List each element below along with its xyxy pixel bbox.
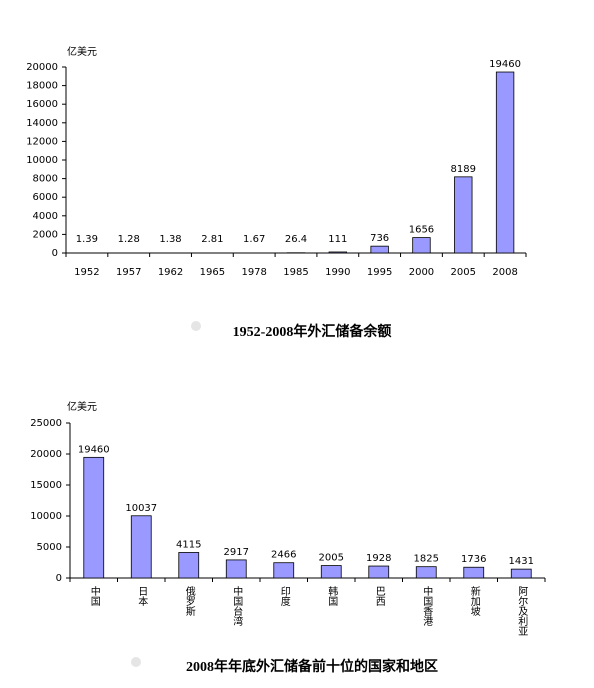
bar [83, 456, 105, 579]
bar [412, 237, 431, 254]
y-tick-label: 0 [52, 248, 58, 259]
value-label: 111 [328, 234, 347, 245]
value-label: 1825 [414, 554, 439, 565]
x-tick-label: 印度 [278, 586, 290, 607]
bar [225, 559, 247, 579]
x-tick-label: 1978 [241, 267, 266, 278]
y-tick-label: 20000 [30, 449, 62, 460]
x-tick-label: 阿尔及利亚 [516, 586, 528, 636]
x-tick-label: 1995 [367, 267, 392, 278]
y-tick-label: 10000 [26, 155, 58, 166]
x-tick-label: 2005 [451, 267, 476, 278]
x-tick-label: 2008 [492, 267, 517, 278]
value-label: 1928 [366, 553, 391, 564]
bar [463, 566, 485, 579]
x-tick-label: 1957 [116, 267, 141, 278]
x-tick-label: 日本 [136, 586, 148, 607]
value-label: 1.28 [118, 234, 140, 245]
chart-title: 1952-2008年外汇储备余额 [233, 323, 392, 340]
bar [178, 552, 200, 579]
value-label: 4115 [176, 539, 201, 550]
value-label: 1431 [509, 556, 534, 567]
bar [130, 515, 152, 579]
value-label: 1656 [409, 225, 434, 236]
value-label: 736 [370, 233, 389, 244]
y-tick-label: 16000 [26, 99, 58, 110]
bar [320, 565, 342, 579]
value-label: 10037 [125, 503, 157, 514]
y-tick-label: 4000 [33, 211, 58, 222]
value-label: 1.39 [76, 234, 98, 245]
value-label: 1.67 [243, 234, 265, 245]
x-tick-label: 新加坡 [468, 585, 480, 617]
y-tick-label: 14000 [26, 118, 58, 129]
y-tick-label: 2000 [33, 229, 58, 240]
value-label: 2.81 [201, 234, 223, 245]
value-label: 2917 [224, 547, 249, 558]
bar [368, 565, 390, 579]
y-tick-label: 18000 [26, 81, 58, 92]
x-tick-label: 中国 [88, 585, 100, 607]
x-tick-label: 2000 [409, 267, 434, 278]
value-label: 1736 [461, 554, 486, 565]
x-tick-label: 1962 [158, 267, 183, 278]
bar [415, 566, 437, 579]
bar [328, 251, 348, 254]
value-label: 2005 [319, 553, 344, 564]
x-tick-label: 1952 [74, 267, 99, 278]
value-label: 19460 [78, 444, 110, 455]
bar [273, 562, 295, 579]
bar [454, 176, 473, 254]
bar [370, 245, 389, 254]
x-tick-label: 中国台湾 [231, 585, 243, 627]
y-tick-label: 6000 [33, 192, 58, 203]
blur-dot [131, 657, 141, 667]
value-label: 8189 [451, 164, 476, 175]
x-tick-label: 俄罗斯 [183, 586, 195, 617]
blur-dot [191, 321, 201, 331]
value-label: 19460 [489, 59, 521, 70]
x-tick-label: 中国香港 [421, 585, 433, 626]
y-tick-label: 25000 [30, 418, 62, 429]
y-axis-label: 亿美元 [67, 45, 97, 58]
y-tick-label: 15000 [30, 480, 62, 491]
y-tick-label: 8000 [33, 174, 58, 185]
value-label: 26.4 [285, 234, 307, 245]
y-tick-label: 12000 [26, 136, 58, 147]
bar [495, 71, 515, 254]
y-tick-label: 0 [56, 573, 62, 584]
y-tick-label: 10000 [30, 511, 62, 522]
y-tick-label: 20000 [26, 62, 58, 73]
x-tick-label: 1965 [200, 267, 225, 278]
y-tick-label: 5000 [37, 542, 62, 553]
chart-title: 2008年年底外汇储备前十位的国家和地区 [186, 658, 438, 675]
x-tick-label: 韩国 [326, 585, 338, 607]
x-tick-label: 巴西 [373, 586, 385, 606]
value-label: 1.38 [159, 234, 181, 245]
x-tick-label: 1990 [325, 267, 350, 278]
y-axis-label: 亿美元 [67, 400, 97, 413]
bar [510, 568, 532, 579]
value-label: 2466 [271, 550, 296, 561]
x-tick-label: 1985 [283, 267, 308, 278]
